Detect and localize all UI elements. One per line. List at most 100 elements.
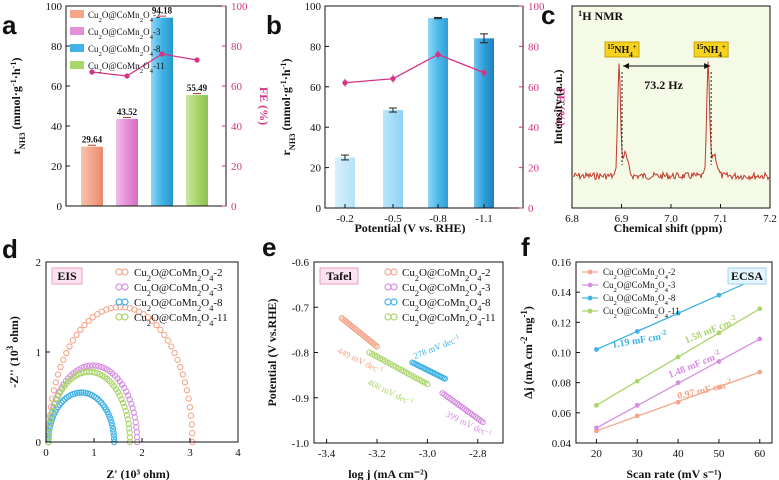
panel-f-point <box>675 310 681 316</box>
panel-d-point <box>80 389 87 396</box>
panel-b-ytick-right-label: 40 <box>528 122 540 134</box>
panel-f-legend-marker <box>587 295 593 301</box>
panel-d-point <box>89 362 96 369</box>
panel-a-legend: Cu2O@CoMn2O4-2 Cu2O@CoMn2O4-3 Cu2O@CoMn2O4… <box>70 10 165 75</box>
panel-f-ytick-label: 0.08 <box>552 378 572 390</box>
panel-a-ytick-label: 80 <box>51 41 63 53</box>
panel-f-legend-marker <box>587 282 593 288</box>
panel-c-xtick-label: 6.9 <box>615 213 629 225</box>
panel-f-point <box>634 328 640 334</box>
panel-d-point <box>47 416 54 423</box>
panel-e-title: Tafel <box>326 269 352 283</box>
panel-d-point <box>81 321 88 329</box>
panel-d-point <box>91 369 98 376</box>
panel-e-slope-label: 399 mV dec-1 <box>444 408 493 439</box>
panel-d-point <box>57 389 64 396</box>
panel-d-point <box>187 412 195 419</box>
panel-f-ytick-label: 0.16 <box>552 257 572 269</box>
panel-b-ytick-label: 20 <box>310 163 322 175</box>
panel-d-point <box>53 396 60 403</box>
panel-a-value-label: 55.49 <box>187 83 208 93</box>
panel-e-ytick-label: -1.0 <box>292 438 310 450</box>
panel-f-point <box>716 330 722 336</box>
panel-letter-c: c <box>541 0 555 30</box>
panel-b-xtick-label: -0.8 <box>429 213 447 225</box>
panel-f: f 0.97 mF cm-21.48 mF cm-21.19 mF cm-2 1.… <box>519 232 773 480</box>
panel-e-legend-marker <box>390 283 398 291</box>
panel-d-point <box>89 314 96 321</box>
panel-f-point <box>594 347 599 352</box>
panel-d-legend-marker <box>115 298 123 306</box>
panel-a-fe-point <box>194 57 200 63</box>
panel-d-point <box>185 395 192 402</box>
panel-a-ytick-label: 20 <box>51 161 63 173</box>
panel-b-ytick-right-label: 80 <box>528 41 540 53</box>
panel-b-ylabel-right: FE (%) <box>554 88 568 126</box>
panel-f-legend-label: Cu2O@CoMn2O4-2 <box>603 267 675 281</box>
panel-c-peak-label: 15NH4+ <box>696 43 726 59</box>
panel-e-xlabel: log j (mA cm⁻²) <box>348 467 428 480</box>
panel-c-xtick-label: 6.8 <box>565 213 579 225</box>
panel-a-fe-point <box>159 51 165 57</box>
panel-c-nmr-trace <box>572 61 770 181</box>
panel-f-point <box>675 399 681 405</box>
panel-d-point <box>122 407 129 415</box>
panel-d-point <box>168 343 175 350</box>
panel-d-point <box>126 434 134 441</box>
panel-a-ytick-label: 0 <box>57 201 63 213</box>
panel-d-point <box>116 392 124 399</box>
panel-a-ytick-right-label: 40 <box>231 121 243 133</box>
panel-b-bar <box>383 110 403 208</box>
panel-a-axes: 0 20 40 60 80 100 0 20 40 60 80 100 rNH3 (mmol·g-1·h… <box>9 1 272 213</box>
panel-d-point <box>73 331 80 339</box>
panel-a-ytick-right-label: 20 <box>231 161 243 173</box>
panel-d-point <box>126 425 133 432</box>
panel-b-ytick-label: 0 <box>316 203 322 215</box>
panel-e-legend-marker <box>390 298 398 306</box>
panel-b-ytick-right-label: 20 <box>528 163 540 175</box>
panel-d-point <box>149 317 156 325</box>
panel-a-legend-swatch <box>70 61 84 69</box>
panel-f-point <box>757 369 763 375</box>
panel-f-xtick-label: 60 <box>754 448 766 460</box>
panel-f-title: ECSA <box>731 269 763 283</box>
panel-e-ylabel: Potential (V vs.RHE) <box>265 298 279 406</box>
panel-b-xtick-label: -1.1 <box>475 213 492 225</box>
panel-e-legend-label: Cu2O@CoMn2O4-8 <box>402 297 491 313</box>
panel-b-ytick-label: 100 <box>305 1 322 13</box>
panel-d-point <box>48 411 55 419</box>
panel-b-fe-point <box>390 76 396 82</box>
panel-f-xtick-label: 50 <box>713 448 725 460</box>
panel-d-point <box>58 399 65 406</box>
panel-e-xtick-label: -3.4 <box>318 448 336 460</box>
panel-a-frame <box>65 5 227 207</box>
panel-f-legend-marker <box>587 308 593 314</box>
panel-c-title: 1H NMR <box>578 9 624 24</box>
panel-d-point <box>124 416 131 423</box>
panel-f-point <box>634 402 640 408</box>
panel-f-ylabel: Δj (mA cm-2 mg-1) <box>519 306 535 399</box>
panel-f-point <box>716 359 722 364</box>
panel-b-ytick-right-label: 0 <box>528 203 534 215</box>
panel-a-legend-swatch <box>70 10 84 18</box>
panel-f-point <box>757 336 763 342</box>
panel-d-point <box>114 389 122 396</box>
panel-c-xlabel: Chemical shift (ppm) <box>614 221 723 235</box>
panel-d-point <box>106 414 113 421</box>
panel-b-bar <box>428 18 448 209</box>
panel-d-xlabel: Z' (10³ ohm) <box>106 467 170 480</box>
panel-e-ytick-label: -0.7 <box>292 302 310 314</box>
panel-a-ytick-right-label: 80 <box>231 41 243 53</box>
panel-b-fe-point <box>481 70 487 76</box>
panel-d-point <box>78 389 85 396</box>
panel-c-ylabel: Intensity (a.u.) <box>551 69 565 144</box>
panel-b-ytick-label: 80 <box>310 41 322 53</box>
panel-e-point <box>373 343 381 350</box>
panel-c-peak-label-box <box>604 41 640 58</box>
panel-d-point <box>135 308 143 315</box>
panel-d-point <box>174 356 181 363</box>
panel-d-point <box>112 386 120 393</box>
panel-d-legend-label: Cu2O@CoMn2O4-8 <box>134 297 223 313</box>
